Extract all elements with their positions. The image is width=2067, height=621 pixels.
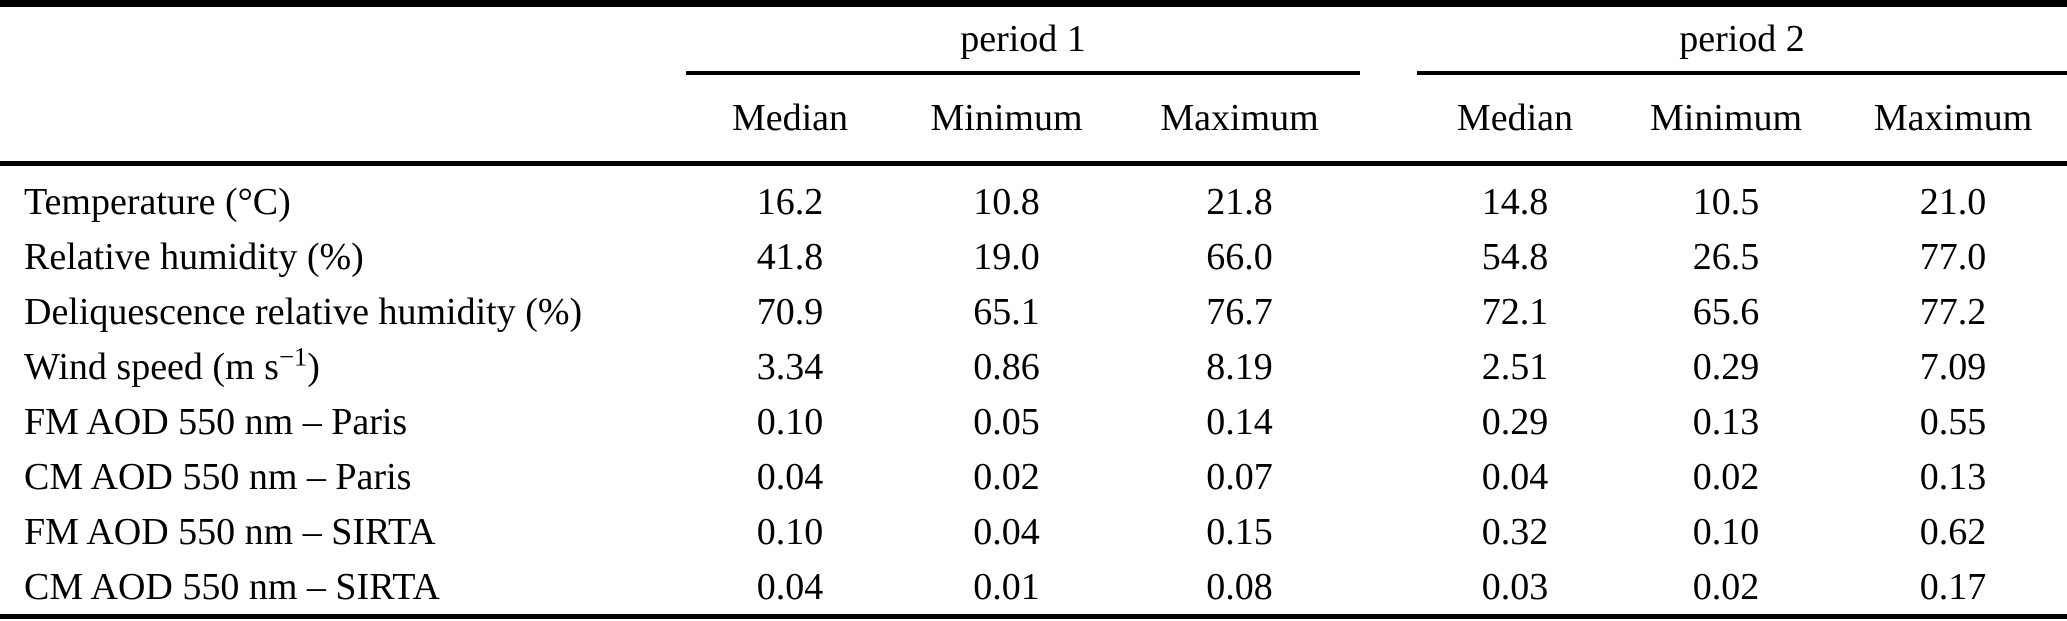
table-cell: 21.8 <box>1206 180 1273 223</box>
column-header-p2-median: Median <box>1417 73 1613 166</box>
row-label: CM AOD 550 nm – Paris <box>24 455 412 498</box>
row-label: Wind speed (m s−1) <box>0 339 686 394</box>
group-header-row: period 1 period 2 <box>0 3 2067 75</box>
table-row-fm-aod-paris: FM AOD 550 nm – Paris 0.10 0.05 0.14 0.2… <box>0 394 2067 449</box>
column-header-p2-minimum: Minimum <box>1613 73 1839 166</box>
table-cell: 0.04 <box>973 510 1040 553</box>
column-header-p1-median: Median <box>686 73 894 166</box>
column-group-label: period 1 <box>960 18 1086 60</box>
column-header-p1-maximum: Maximum <box>1119 73 1360 166</box>
table-cell: 14.8 <box>1481 180 1549 223</box>
row-label: Deliquescence relative humidity (%) <box>24 290 583 333</box>
table-cell: 10.8 <box>973 180 1040 223</box>
table-row-temperature: Temperature (°C) 16.2 10.8 21.8 14.8 10.… <box>0 164 2067 230</box>
table-row-deliquescence-relative-humidity: Deliquescence relative humidity (%) 70.9… <box>0 284 2067 339</box>
corner-spacer <box>0 73 686 166</box>
table-cell: 72.1 <box>1481 290 1549 333</box>
table-cell: 0.62 <box>1919 510 1987 553</box>
table-cell: 0.04 <box>756 565 824 608</box>
column-header-row: Median Minimum Maximum Median Minimum Ma… <box>0 73 2067 166</box>
table-cell: 8.19 <box>1206 345 1273 388</box>
table-cell: 26.5 <box>1692 235 1760 278</box>
table-cell: 0.03 <box>1481 565 1549 608</box>
table-cell: 0.02 <box>973 455 1040 498</box>
group-gap <box>1360 4 1417 74</box>
row-label-text: Wind speed (m s <box>24 345 279 388</box>
table-cell: 0.05 <box>973 400 1040 443</box>
table-row-cm-aod-sirta: CM AOD 550 nm – SIRTA 0.04 0.01 0.08 0.0… <box>0 559 2067 617</box>
table-cell: 0.08 <box>1206 565 1273 608</box>
table-body: Temperature (°C) 16.2 10.8 21.8 14.8 10.… <box>0 164 2067 617</box>
row-label: Relative humidity (%) <box>24 235 364 278</box>
table-cell: 3.34 <box>756 345 824 388</box>
table-cell: 0.29 <box>1481 400 1549 443</box>
table-cell: 0.10 <box>1692 510 1760 553</box>
table-cell: 0.55 <box>1919 400 1987 443</box>
group-gap <box>1360 394 1417 449</box>
table-cell: 76.7 <box>1206 290 1273 333</box>
column-header-p1-minimum: Minimum <box>894 73 1119 166</box>
column-group-label: period 2 <box>1679 18 1805 60</box>
table-cell: 0.02 <box>1692 565 1760 608</box>
table-cell: 0.15 <box>1206 510 1273 553</box>
table-cell: 0.02 <box>1692 455 1760 498</box>
table-cell: 0.10 <box>756 510 824 553</box>
row-label: FM AOD 550 nm – Paris <box>24 400 408 443</box>
group-gap <box>1360 559 1417 617</box>
table-cell: 65.1 <box>973 290 1040 333</box>
table-cell: 77.2 <box>1919 290 1987 333</box>
table-row-wind-speed: Wind speed (m s−1) 3.34 0.86 8.19 2.51 0… <box>0 339 2067 394</box>
row-label: FM AOD 550 nm – SIRTA <box>24 510 436 553</box>
table-cell: 0.04 <box>1481 455 1549 498</box>
table-header: period 1 period 2 Median Minimum Maximum… <box>0 3 2067 166</box>
table-cell: 0.04 <box>756 455 824 498</box>
column-group-period-1: period 1 <box>686 3 1360 75</box>
superscript-exponent: −1 <box>278 340 308 371</box>
table-cell: 0.13 <box>1692 400 1760 443</box>
table-cell: 0.32 <box>1481 510 1549 553</box>
group-gap <box>1360 339 1417 394</box>
table-cell: 65.6 <box>1692 290 1760 333</box>
table-cell: 16.2 <box>756 180 824 223</box>
table-cell: 0.29 <box>1692 345 1760 388</box>
table-cell: 7.09 <box>1919 345 1987 388</box>
row-label-text: ) <box>307 345 320 388</box>
table-cell: 10.5 <box>1692 180 1760 223</box>
table-cell: 54.8 <box>1481 235 1549 278</box>
table-cell: 70.9 <box>756 290 824 333</box>
table-cell: 0.10 <box>756 400 824 443</box>
table-row-fm-aod-sirta: FM AOD 550 nm – SIRTA 0.10 0.04 0.15 0.3… <box>0 504 2067 559</box>
table-cell: 0.17 <box>1919 565 1987 608</box>
corner-spacer <box>0 4 686 74</box>
table-row-cm-aod-paris: CM AOD 550 nm – Paris 0.04 0.02 0.07 0.0… <box>0 449 2067 504</box>
table-cell: 41.8 <box>756 235 824 278</box>
group-gap <box>1360 164 1417 230</box>
table-cell: 19.0 <box>973 235 1040 278</box>
group-gap <box>1360 73 1417 166</box>
table-row-relative-humidity: Relative humidity (%) 41.8 19.0 66.0 54.… <box>0 229 2067 284</box>
table-cell: 0.14 <box>1206 400 1273 443</box>
table-cell: 77.0 <box>1919 235 1987 278</box>
column-group-period-2: period 2 <box>1417 3 2067 75</box>
table-cell: 2.51 <box>1481 345 1549 388</box>
row-label: CM AOD 550 nm – SIRTA <box>24 565 440 608</box>
table-cell: 0.01 <box>973 565 1040 608</box>
row-label: Temperature (°C) <box>24 180 291 223</box>
group-gap <box>1360 284 1417 339</box>
group-gap <box>1360 229 1417 284</box>
table-cell: 21.0 <box>1919 180 1987 223</box>
column-header-p2-maximum: Maximum <box>1839 73 2067 166</box>
table-cell: 0.07 <box>1206 455 1273 498</box>
table-cell: 0.13 <box>1919 455 1987 498</box>
table-cell: 66.0 <box>1206 235 1273 278</box>
table-cell: 0.86 <box>973 345 1040 388</box>
group-gap <box>1360 449 1417 504</box>
group-gap <box>1360 504 1417 559</box>
